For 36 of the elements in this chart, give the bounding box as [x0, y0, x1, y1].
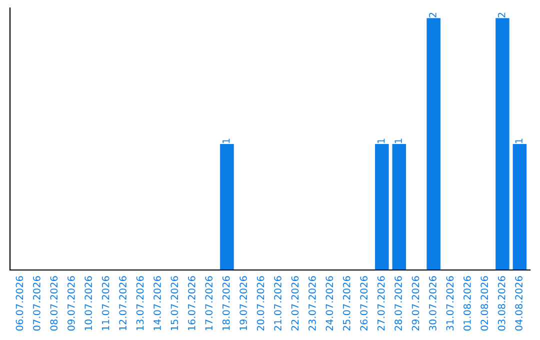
data-label: 1: [515, 138, 522, 143]
data-label: 2: [429, 12, 436, 18]
x-tick-label: 31.07.2026: [446, 276, 454, 330]
x-tick-label: 19.07.2026: [240, 276, 247, 330]
x-tick-label: 25.07.2026: [342, 276, 350, 331]
x-tick-label: 04.08.2026: [515, 276, 522, 331]
x-tick-label: 09.07.2026: [67, 276, 75, 331]
x-tick-label: 15.07.2026: [170, 276, 178, 330]
x-tick-label: 01.08.2026: [463, 276, 471, 331]
x-tick-label: 20.07.2026: [256, 276, 264, 331]
x-tick-label: 10.07.2026: [84, 276, 92, 330]
x-tick-label: 12.07.2026: [119, 276, 126, 330]
x-tick-label: 08.07.2026: [50, 276, 58, 331]
data-label: 2: [498, 12, 506, 18]
x-tick-label: 28.07.2026: [394, 276, 402, 331]
x-tick-label: 29.07.2026: [412, 276, 420, 331]
x-tick-label: 17.07.2026: [205, 276, 213, 330]
x-tick-label: 03.08.2026: [498, 276, 506, 331]
data-label: 1: [378, 138, 385, 143]
x-tick-label: 26.07.2026: [360, 276, 368, 331]
x-tick-label: 23.07.2026: [308, 276, 316, 331]
x-tick-label: 27.07.2026: [377, 276, 385, 331]
x-tick-label: 30.07.2026: [429, 276, 436, 330]
x-tick-label: 22.07.2026: [291, 276, 299, 331]
x-tick-label: 21.07.2026: [274, 276, 282, 331]
x-tick-label: 11.07.2026: [102, 276, 110, 330]
data-label: 1: [222, 138, 230, 143]
x-tick-label: 02.08.2026: [480, 276, 488, 331]
data-label: 1: [394, 138, 402, 143]
x-tick-label: 18.07.2026: [222, 276, 230, 330]
x-tick-label: 16.07.2026: [188, 276, 196, 330]
x-tick-label: 06.07.2026: [16, 276, 24, 331]
x-tick-label: 13.07.2026: [136, 276, 144, 330]
x-tick-label: 24.07.2026: [326, 276, 334, 331]
x-tick-label: 07.07.2026: [33, 276, 40, 331]
x-tick-label: 14.07.2026: [154, 276, 161, 330]
